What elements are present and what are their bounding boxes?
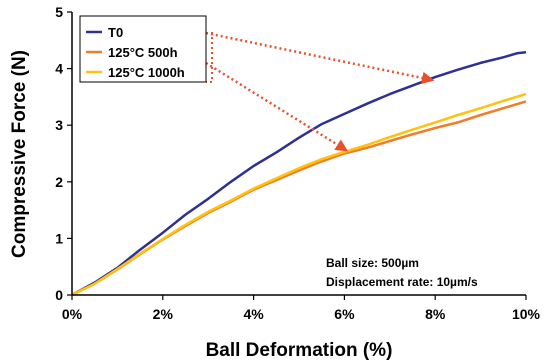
y-tick-label: 2 — [55, 174, 63, 190]
arrow-group — [205, 31, 435, 152]
y-tick-label: 0 — [55, 287, 63, 303]
annotation-displacement-rate: Displacement rate: 10µm/s — [326, 275, 478, 289]
x-tick-group: 0% 2% 4% 6% 8% 10% — [62, 295, 541, 322]
x-tick-label: 8% — [425, 306, 446, 322]
y-tick-group: 0 1 2 3 4 5 — [55, 4, 72, 303]
arrow-bracket — [206, 32, 213, 83]
x-tick-label: 4% — [243, 306, 264, 322]
x-tick-label: 10% — [512, 306, 541, 322]
series-line-t0 — [71, 50, 527, 297]
arrow-to-t0 — [205, 31, 435, 85]
legend-label-t0: T0 — [108, 25, 123, 40]
x-tick-label: 0% — [62, 306, 83, 322]
legend-label-1000h: 125°C 1000h — [108, 65, 185, 80]
legend-label-500h: 125°C 500h — [108, 45, 178, 60]
y-tick-label: 5 — [55, 4, 63, 20]
series-line-1000h — [71, 92, 527, 297]
y-tick-label: 3 — [55, 117, 63, 133]
y-tick-label: 4 — [55, 61, 63, 77]
series-group — [71, 50, 527, 297]
x-tick-label: 6% — [334, 306, 355, 322]
y-tick-label: 1 — [55, 230, 63, 246]
legend: T0 125°C 500h 125°C 1000h — [79, 15, 207, 83]
x-axis-title: Ball Deformation (%) — [206, 340, 393, 361]
y-axis-title: Compressive Force (N) — [9, 50, 30, 258]
x-tick-label: 2% — [153, 306, 174, 322]
annotation-ball-size: Ball size: 500µm — [326, 256, 419, 270]
